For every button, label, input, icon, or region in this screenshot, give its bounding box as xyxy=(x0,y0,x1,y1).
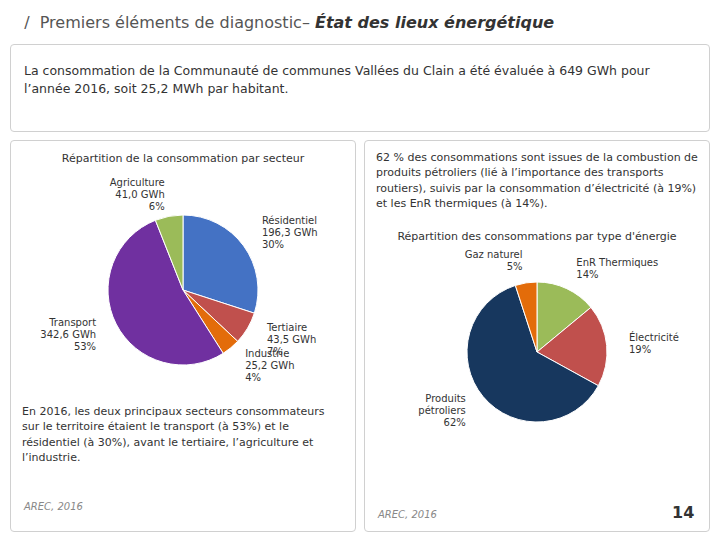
pie-slice xyxy=(155,215,183,290)
slice-label-line: Gaz naturel xyxy=(465,249,523,260)
slice-label: Industrie25,2 GWh4% xyxy=(245,348,294,383)
slice-label-line: 196,3 GWh xyxy=(262,227,318,238)
page-number: 14 xyxy=(672,502,694,524)
slice-label-line: Produits xyxy=(425,393,465,404)
chart-title: Répartition de la consommation par secte… xyxy=(62,152,305,165)
page-title: / Premiers éléments de diagnostic– État … xyxy=(14,12,554,34)
slice-label-line: 41,0 GWh xyxy=(115,189,164,200)
pie-slice xyxy=(515,282,537,352)
slice-label-line: 25,2 GWh xyxy=(245,360,294,371)
slice-label: EnR Thermiques14% xyxy=(576,257,658,280)
slice-label: Gaz naturel5% xyxy=(465,249,523,272)
slice-label-line: Agriculture xyxy=(110,177,165,188)
energy-text: 62 % des consommations sont issues de la… xyxy=(376,150,698,212)
page-title-emphasis: État des lieux énergétique xyxy=(315,13,554,32)
slice-label-line: Transport xyxy=(48,317,96,328)
slice-label: Transport342,6 GWh53% xyxy=(40,317,96,352)
slice-label-line: 6% xyxy=(149,201,165,212)
slice-label: Produitspétroliers62% xyxy=(418,393,465,428)
slice-labels: Résidentiel196,3 GWh30% Tertiaire43,5 GWh… xyxy=(40,177,317,383)
sector-text: En 2016, les deux principaux secteurs co… xyxy=(22,404,344,466)
slice-label-line: 342,6 GWh xyxy=(40,329,96,340)
slice-label-line: 19% xyxy=(629,344,651,355)
slice-label-line: 30% xyxy=(262,239,284,250)
slice-labels: EnR Thermiques14% Électricité19% Produitsp… xyxy=(418,249,679,428)
slice-label-line: Électricité xyxy=(629,331,679,343)
slices xyxy=(108,215,258,365)
slice-label: Agriculture41,0 GWh6% xyxy=(110,177,165,212)
slice-label-line: pétroliers xyxy=(418,405,465,416)
intro-text: La consommation de la Communauté de comm… xyxy=(24,62,696,97)
slice-label-line: EnR Thermiques xyxy=(576,257,658,268)
page: Répartition de la consommation par secte… xyxy=(0,0,720,540)
slice-label-line: 4% xyxy=(245,372,261,383)
slice-label-line: 5% xyxy=(507,261,523,272)
slice-label-line: 43,5 GWh xyxy=(267,334,316,345)
pie-chart: Répartition des consommations par type d… xyxy=(397,230,679,428)
slice-label-line: 53% xyxy=(74,341,96,352)
slice-label: Électricité19% xyxy=(629,331,679,355)
slice-label-line: 62% xyxy=(444,417,466,428)
slice-label-line: 14% xyxy=(576,269,598,280)
chart-title: Répartition des consommations par type d… xyxy=(397,230,676,243)
source-note: AREC, 2016 xyxy=(378,508,437,522)
source-note: AREC, 2016 xyxy=(24,500,83,514)
slice-label-line: Industrie xyxy=(245,348,289,359)
slice-label: Résidentiel196,3 GWh30% xyxy=(262,215,318,250)
slices xyxy=(467,282,607,422)
slice-label-line: Tertiaire xyxy=(266,322,307,333)
page-title-part: / Premiers éléments de diagnostic– xyxy=(14,13,315,32)
slice-label-line: Résidentiel xyxy=(262,215,317,226)
pie-chart: Répartition de la consommation par secte… xyxy=(40,152,317,383)
